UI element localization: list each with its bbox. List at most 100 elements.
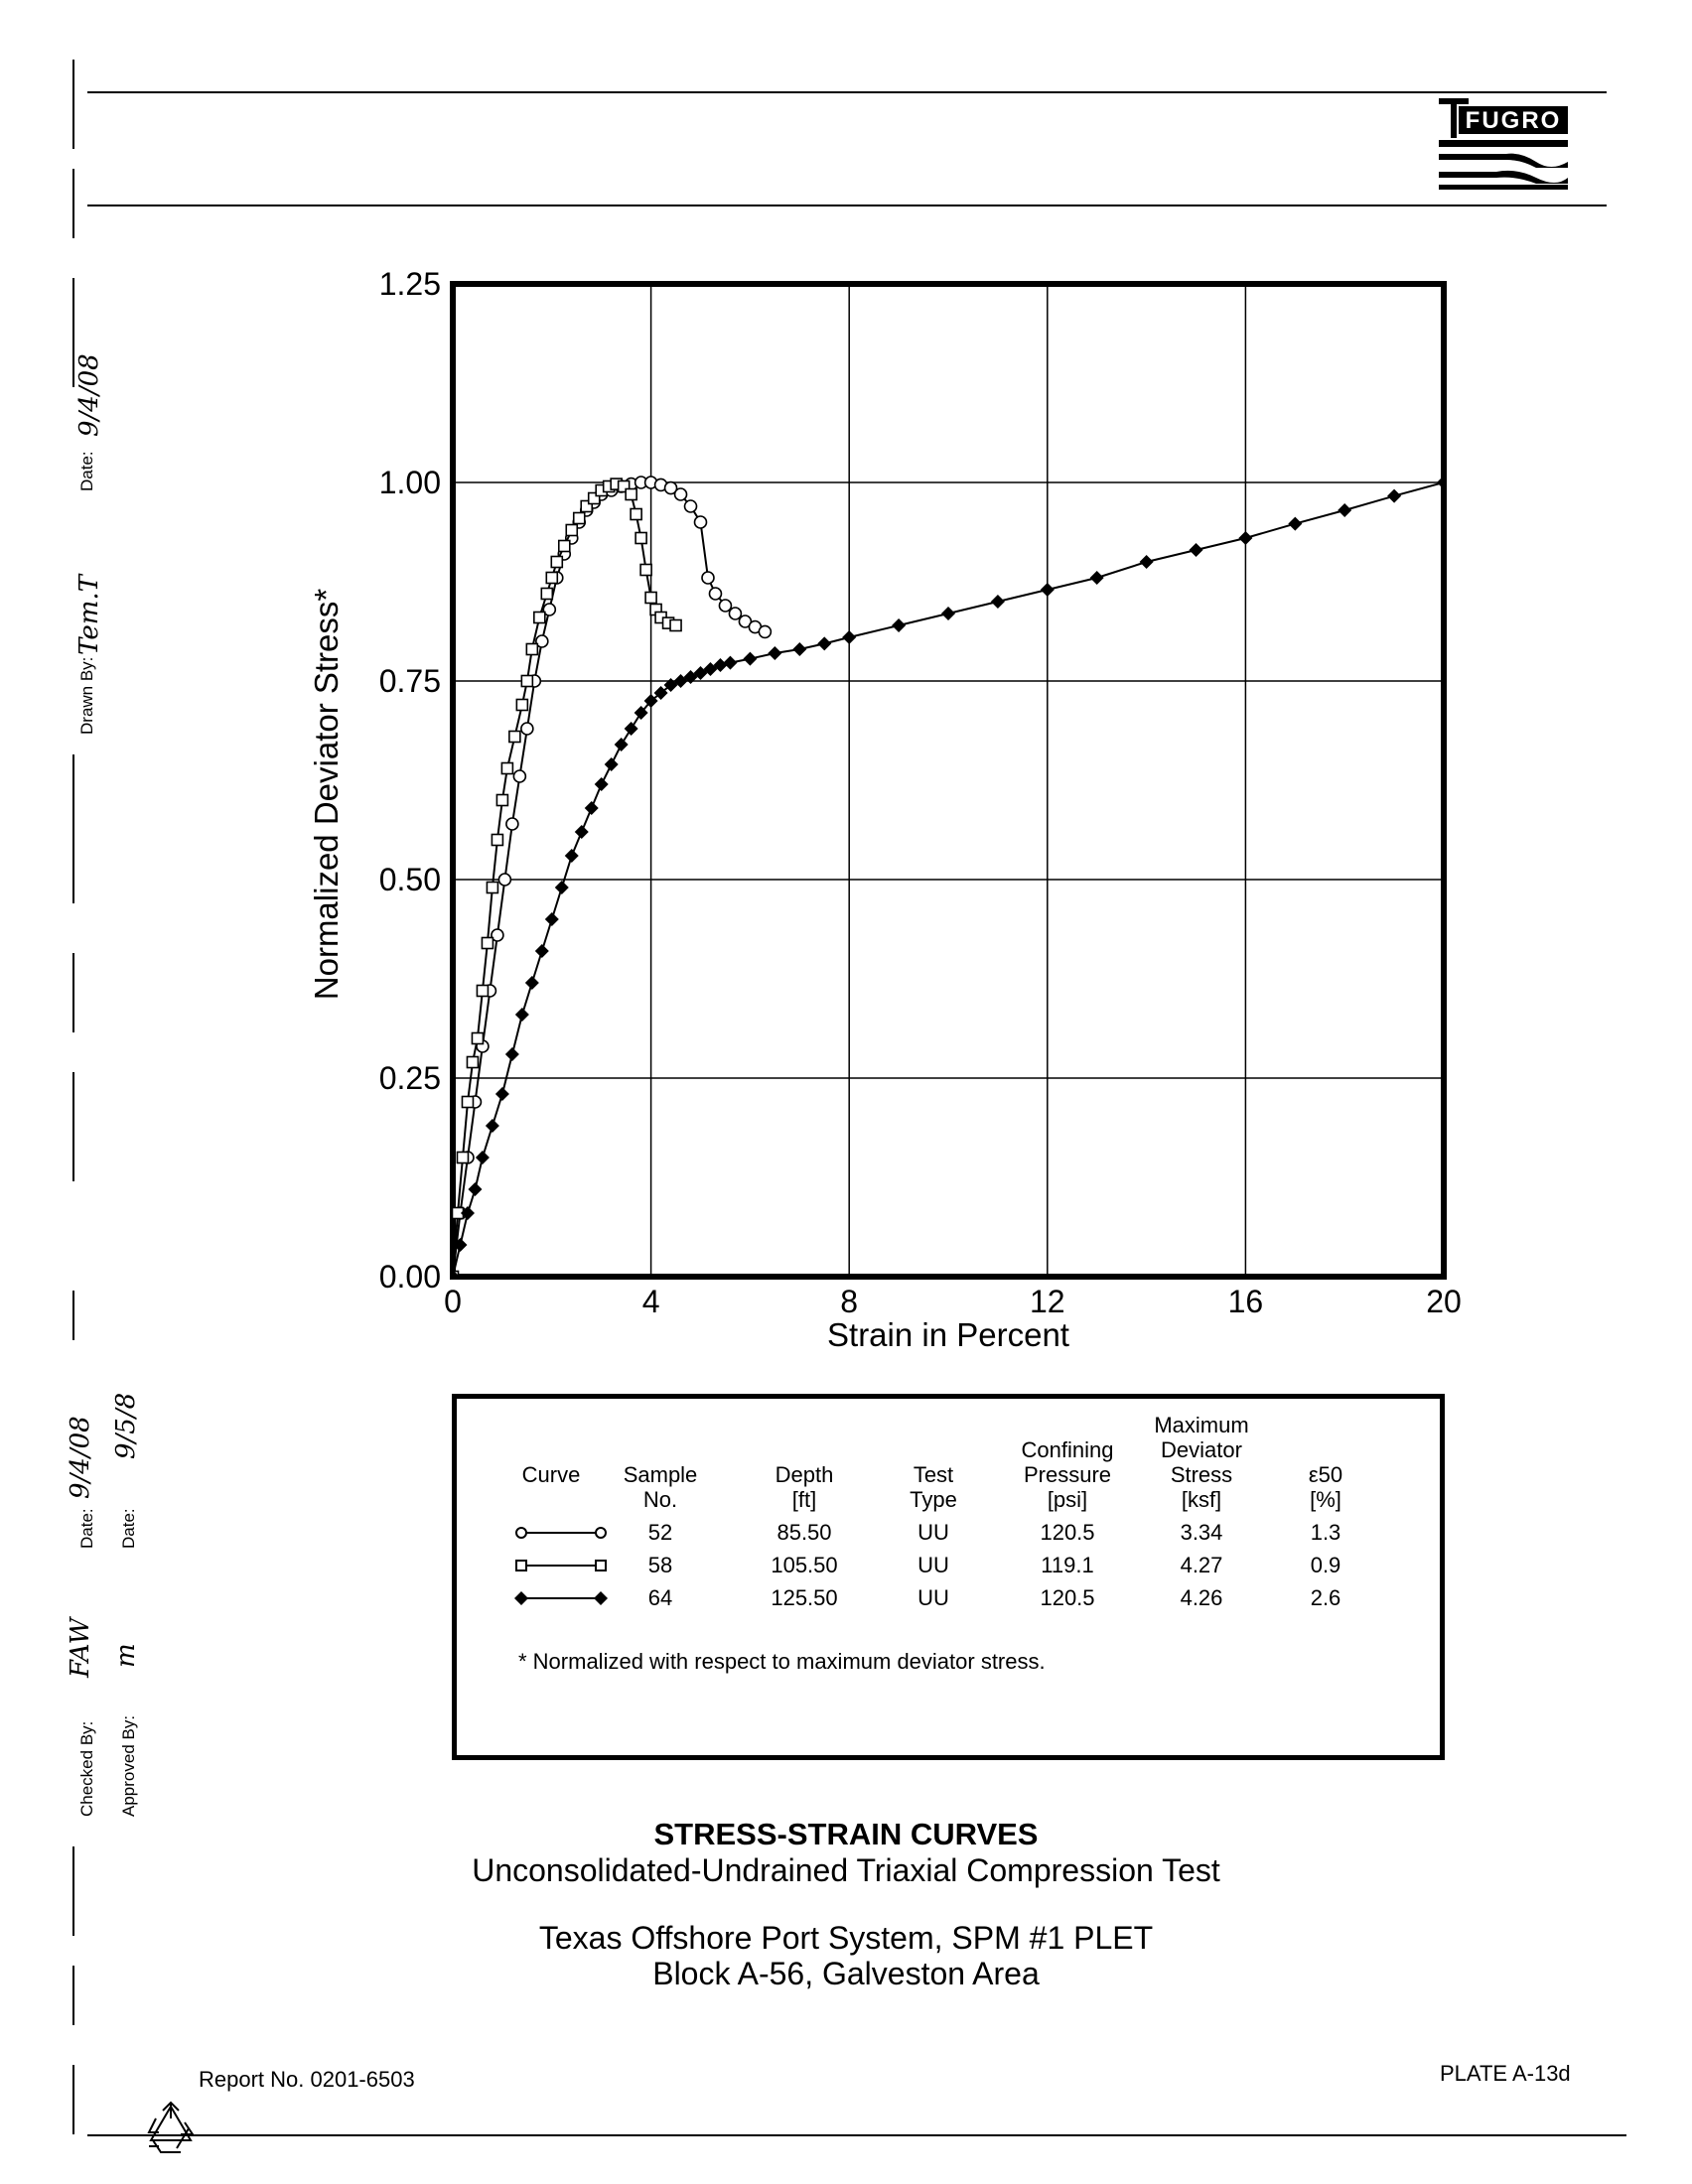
data-point-circle — [542, 603, 557, 616]
legend-header-depth-1: Depth — [775, 1462, 834, 1487]
data-point-diamond — [554, 881, 569, 894]
approved-by-signature: m — [111, 1643, 141, 1668]
data-point-square — [500, 761, 514, 775]
data-point-diamond — [1288, 516, 1303, 531]
data-point-square — [520, 674, 534, 688]
data-point-diamond — [468, 1182, 483, 1196]
data-point-circle — [693, 515, 708, 529]
data-point-square — [572, 511, 586, 525]
margin-tick — [72, 1966, 74, 2025]
data-point-diamond — [1238, 531, 1253, 545]
checked-by-label: Checked By: — [77, 1720, 96, 1817]
data-point-square — [625, 487, 637, 501]
data-point-square — [481, 936, 494, 950]
margin-tick — [72, 1072, 74, 1181]
data-point-diamond — [842, 630, 857, 644]
data-point-diamond — [743, 651, 758, 666]
recycle-icon — [147, 2101, 195, 2153]
data-point-diamond — [514, 1008, 529, 1022]
legend-header-curve: Curve — [511, 1462, 591, 1487]
data-point-square — [550, 555, 564, 569]
row-64-test-type: UU — [917, 1585, 949, 1610]
data-point-diamond — [453, 1270, 460, 1277]
logo-text: FUGRO — [1466, 107, 1562, 134]
row-52-max-dev: 3.34 — [1180, 1520, 1223, 1545]
y-tick-label: 0.75 — [379, 663, 441, 699]
plot-title: STRESS-STRAIN CURVES — [653, 1817, 1039, 1851]
margin-tick — [72, 60, 74, 149]
data-point-diamond — [653, 686, 668, 700]
data-point-circle — [728, 607, 743, 620]
data-point-circle — [708, 587, 723, 601]
checked-date-label: Date: — [77, 1508, 96, 1549]
data-point-circle — [718, 599, 733, 613]
data-point-diamond — [892, 618, 907, 632]
data-point-circle — [512, 769, 527, 783]
data-point-diamond — [584, 801, 599, 815]
checked-date-value: 9/4/08 — [66, 1416, 95, 1499]
project-name: Texas Offshore Port System, SPM #1 PLET — [538, 1920, 1154, 1956]
report-number: Report No. 0201-6503 — [199, 2067, 415, 2092]
approved-date-value: 9/5/8 — [111, 1392, 141, 1459]
data-point-diamond — [475, 1151, 490, 1164]
data-point-circle — [663, 480, 678, 495]
data-point-square — [644, 591, 657, 605]
row-52-confining: 120.5 — [1040, 1520, 1095, 1545]
legend-header-curve-text: Curve — [521, 1462, 581, 1487]
data-point-circle — [491, 928, 504, 942]
x-tick-label: 0 — [444, 1284, 462, 1319]
legend-marker-square — [515, 1560, 607, 1571]
x-tick-label: 8 — [840, 1284, 858, 1319]
row-52-sample: 52 — [647, 1520, 673, 1545]
row-58-confining: 119.1 — [1041, 1553, 1094, 1577]
x-tick-label: 12 — [1030, 1284, 1065, 1319]
tick-labels: 0 4 8 12 16 20 0.00 0.25 0.50 0.75 1.00 1.25 — [379, 266, 1462, 1319]
legend-header-max-dev-4: [ksf] — [1181, 1487, 1222, 1512]
data-point-square — [545, 571, 559, 585]
data-point-diamond — [713, 658, 728, 672]
legend-header-e50-1: ε50 — [1308, 1462, 1343, 1487]
margin-tick — [72, 2065, 74, 2134]
data-point-circle — [758, 624, 773, 639]
data-point-diamond — [614, 738, 629, 751]
data-point-circle — [535, 634, 549, 648]
data-point-diamond — [544, 912, 559, 926]
legend-header-max-dev: Maximum Deviator Stress [ksf] — [1142, 1413, 1261, 1512]
row-58-sample: 58 — [647, 1553, 673, 1577]
legend-header-test-type-2: Type — [910, 1487, 957, 1512]
data-point-diamond — [723, 655, 738, 670]
legend-marker-circle — [515, 1527, 607, 1539]
row-64-e50: 2.6 — [1310, 1585, 1341, 1610]
margin-tick — [72, 1846, 74, 1936]
data-point-diamond — [624, 722, 638, 736]
data-point-square — [669, 618, 682, 632]
data-point-diamond — [485, 1119, 499, 1133]
margin-tick — [72, 1291, 74, 1340]
margin-tick — [72, 278, 74, 387]
series-layer — [453, 476, 1444, 1277]
data-point-diamond — [990, 595, 1005, 609]
data-point-diamond — [504, 1047, 519, 1061]
row-52-e50: 1.3 — [1310, 1520, 1341, 1545]
legend-header-confining-3: [psi] — [1047, 1487, 1088, 1512]
row-64-max-dev: 4.26 — [1180, 1585, 1223, 1610]
data-point-diamond — [453, 1238, 468, 1252]
plot-subtitle: Unconsolidated-Undrained Triaxial Compre… — [472, 1852, 1220, 1888]
data-point-square — [580, 499, 594, 513]
legend-header-depth-2: [ft] — [791, 1487, 817, 1512]
data-point-square — [508, 730, 521, 744]
fugro-logo: FUGRO — [1437, 96, 1571, 190]
legend-table: Curve Sample No. Depth [ft] Test Type Co… — [452, 1394, 1445, 1760]
data-point-diamond — [524, 976, 539, 990]
data-point-circle — [701, 571, 715, 585]
row-58-e50: 0.9 — [1310, 1553, 1341, 1577]
legend-marker-diamond — [514, 1591, 608, 1605]
row-58-test-type: UU — [917, 1553, 949, 1577]
data-point-square — [471, 1031, 485, 1045]
row-64-sample: 64 — [647, 1585, 673, 1610]
data-point-square — [630, 507, 642, 521]
y-tick-label: 1.25 — [379, 266, 441, 302]
approved-date-label: Date: — [119, 1508, 138, 1549]
y-tick-label: 0.25 — [379, 1060, 441, 1096]
series-64 — [453, 476, 1444, 1277]
